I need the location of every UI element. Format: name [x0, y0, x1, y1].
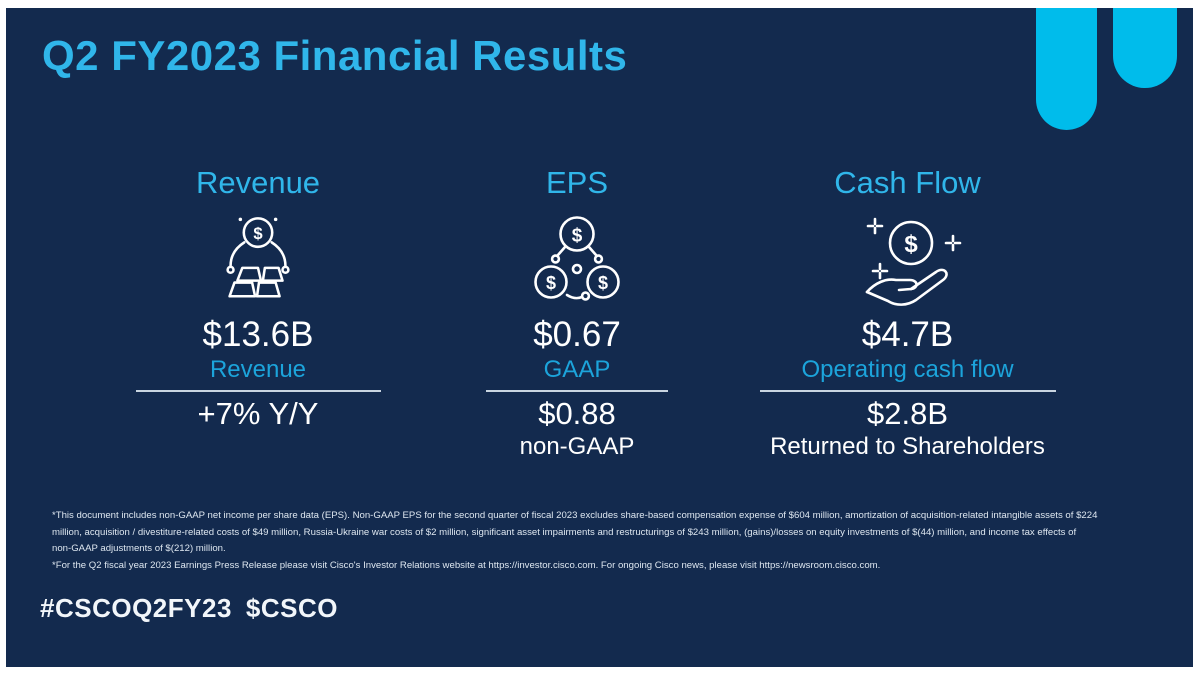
- hand-holding-coin-icon: $: [745, 211, 1070, 311]
- cash-flow-primary-value: $4.7B: [861, 315, 954, 354]
- svg-text:$: $: [598, 273, 608, 293]
- metric-column-cash-flow: Cash Flow $ $4.7B Operating cash flow $2: [745, 165, 1070, 462]
- eps-title: EPS: [545, 165, 609, 200]
- brand-bar-long-icon: [1036, 8, 1097, 130]
- revenue-secondary-value: +7% Y/Y: [197, 396, 319, 431]
- eps-primary-label: GAAP: [543, 356, 611, 383]
- footnote-line-4: *For the Q2 fiscal year 2023 Earnings Pr…: [52, 559, 881, 571]
- brand-bar-short-icon: [1113, 8, 1177, 88]
- hashtag-label: #CSCOQ2FY23: [40, 593, 232, 623]
- cash-flow-secondary-label: Returned to Shareholders: [770, 433, 1045, 460]
- page-title: Q2 FY2023 Financial Results: [42, 32, 628, 79]
- footnotes: *This document includes non-GAAP net inc…: [52, 508, 1182, 574]
- cash-flow-primary-label: Operating cash flow: [801, 356, 1014, 383]
- metric-column-eps: EPS $ $ $ $0.67 GAAP $0.88 non-GAAP: [447, 165, 707, 462]
- eps-primary-value: $0.67: [533, 315, 621, 354]
- eps-secondary-label: non-GAAP: [519, 433, 635, 460]
- metric-column-revenue: Revenue $ $13.6B Revenue +7% Y/Y: [128, 165, 388, 432]
- svg-text:$: $: [546, 273, 556, 293]
- revenue-title: Revenue: [195, 165, 321, 200]
- ticker-label: $CSCO: [245, 593, 338, 623]
- eps-divider: [486, 390, 668, 392]
- cash-flow-divider: [759, 390, 1056, 392]
- svg-text:$: $: [572, 226, 583, 247]
- cash-flow-title: Cash Flow: [834, 165, 981, 200]
- footnote-line-2: million, acquisition / divestiture-relat…: [52, 526, 1077, 538]
- svg-text:$: $: [253, 224, 263, 243]
- hashtag-row: #CSCOQ2FY23 $CSCO: [40, 593, 338, 624]
- revenue-primary-value: $13.6B: [202, 315, 314, 354]
- footnote-line-1: *This document includes non-GAAP net inc…: [52, 510, 1098, 521]
- revenue-primary-label: Revenue: [209, 356, 307, 383]
- cash-flow-secondary-value: $2.8B: [866, 396, 948, 431]
- gold-bars-coin-icon: $: [128, 211, 388, 311]
- three-coins-icon: $ $ $: [447, 211, 707, 311]
- footnote-line-3: non-GAAP adjustments of $(212) million.: [52, 543, 226, 554]
- eps-secondary-value: $0.88: [538, 396, 616, 431]
- revenue-divider: [135, 390, 381, 392]
- svg-text:$: $: [904, 231, 918, 258]
- slide-background: Q2 FY2023 Financial Results Revenue $ $1…: [6, 8, 1193, 667]
